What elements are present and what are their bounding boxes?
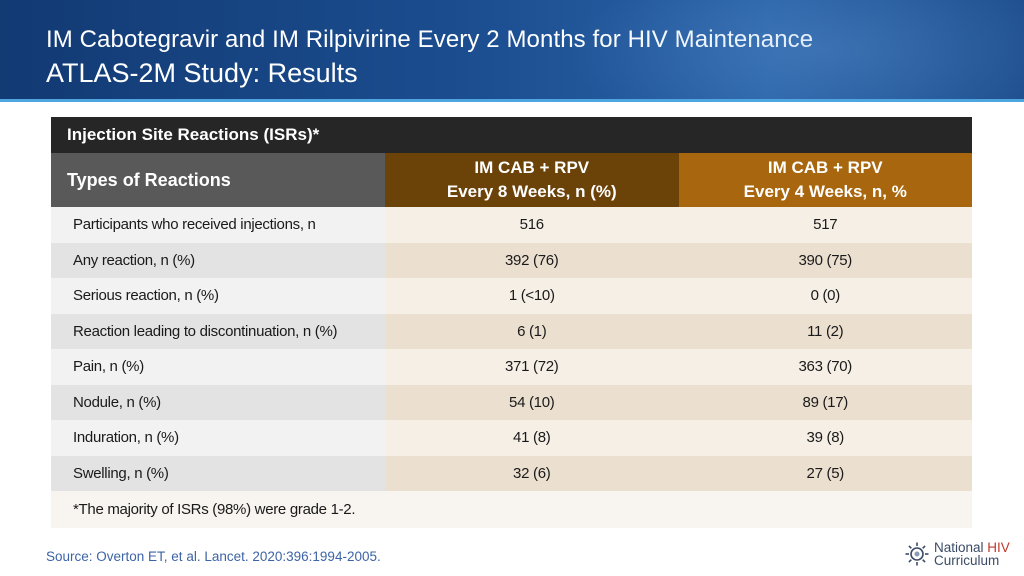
row-label: Swelling, n (%): [51, 455, 385, 491]
cell-every-8-weeks: 41 (8): [385, 420, 679, 456]
row-label: Serious reaction, n (%): [51, 278, 385, 314]
table-title: Injection Site Reactions (ISRs)*: [51, 117, 972, 153]
column-header-line: IM CAB + RPV: [767, 158, 883, 177]
table-row: Induration, n (%) 41 (8) 39 (8): [51, 420, 972, 456]
logo-word-hiv: HIV: [987, 540, 1010, 555]
table-row: Any reaction, n (%) 392 (76) 390 (75): [51, 242, 972, 278]
cell-every-8-weeks: 371 (72): [385, 349, 679, 385]
column-header-types: Types of Reactions: [51, 153, 385, 207]
cell-every-4-weeks: 89 (17): [678, 384, 972, 420]
column-header-line: Every 4 Weeks, n, %: [743, 182, 907, 201]
row-label: Induration, n (%): [51, 420, 385, 456]
cell-every-4-weeks: 0 (0): [678, 278, 972, 314]
column-header-line: IM CAB + RPV: [474, 158, 590, 177]
cell-every-8-weeks: 54 (10): [385, 384, 679, 420]
column-header-line: Every 8 Weeks, n (%): [446, 182, 617, 201]
slide-subtitle: ATLAS-2M Study: Results: [46, 58, 358, 88]
row-label: Nodule, n (%): [51, 384, 385, 420]
column-header-every-4-weeks: IM CAB + RPV Every 4 Weeks, n, %: [678, 153, 972, 207]
slide-title: IM Cabotegravir and IM Rilpivirine Every…: [46, 26, 814, 53]
column-header-every-8-weeks: IM CAB + RPV Every 8 Weeks, n (%): [385, 153, 679, 207]
table-row: Swelling, n (%) 32 (6) 27 (5): [51, 455, 972, 491]
cell-every-8-weeks: 392 (76): [385, 242, 679, 278]
cell-every-8-weeks: 6 (1): [385, 313, 679, 349]
cell-every-4-weeks: 363 (70): [678, 349, 972, 385]
row-label: Participants who received injections, n: [51, 207, 385, 243]
national-hiv-curriculum-logo: National HIV Curriculum: [904, 541, 1010, 567]
table-row: Participants who received injections, n …: [51, 207, 972, 243]
cell-every-4-weeks: 27 (5): [678, 455, 972, 491]
logo-text: National HIV Curriculum: [934, 540, 1010, 568]
table-row: Nodule, n (%) 54 (10) 89 (17): [51, 384, 972, 420]
table-footnote: *The majority of ISRs (98%) were grade 1…: [51, 491, 972, 528]
source-citation: Source: Overton ET, et al. Lancet. 2020:…: [46, 549, 381, 564]
row-label: Reaction leading to discontinuation, n (…: [51, 313, 385, 349]
table-row: Serious reaction, n (%) 1 (<10) 0 (0): [51, 278, 972, 314]
cell-every-8-weeks: 1 (<10): [385, 278, 679, 314]
logo-word: National: [934, 540, 984, 555]
cell-every-8-weeks: 516: [385, 207, 679, 243]
table-row: Reaction leading to discontinuation, n (…: [51, 313, 972, 349]
row-label: Any reaction, n (%): [51, 242, 385, 278]
logo-word: Curriculum: [934, 553, 1000, 568]
table-header-row: Types of Reactions IM CAB + RPV Every 8 …: [51, 153, 972, 207]
cell-every-4-weeks: 39 (8): [678, 420, 972, 456]
table-row: Pain, n (%) 371 (72) 363 (70): [51, 349, 972, 385]
cell-every-4-weeks: 11 (2): [678, 313, 972, 349]
isr-table: Injection Site Reactions (ISRs)* Types o…: [51, 117, 972, 528]
gear-network-icon: [905, 542, 929, 566]
cell-every-4-weeks: 390 (75): [678, 242, 972, 278]
slide-header: IM Cabotegravir and IM Rilpivirine Every…: [0, 0, 1024, 102]
cell-every-4-weeks: 517: [678, 207, 972, 243]
row-label: Pain, n (%): [51, 349, 385, 385]
cell-every-8-weeks: 32 (6): [385, 455, 679, 491]
